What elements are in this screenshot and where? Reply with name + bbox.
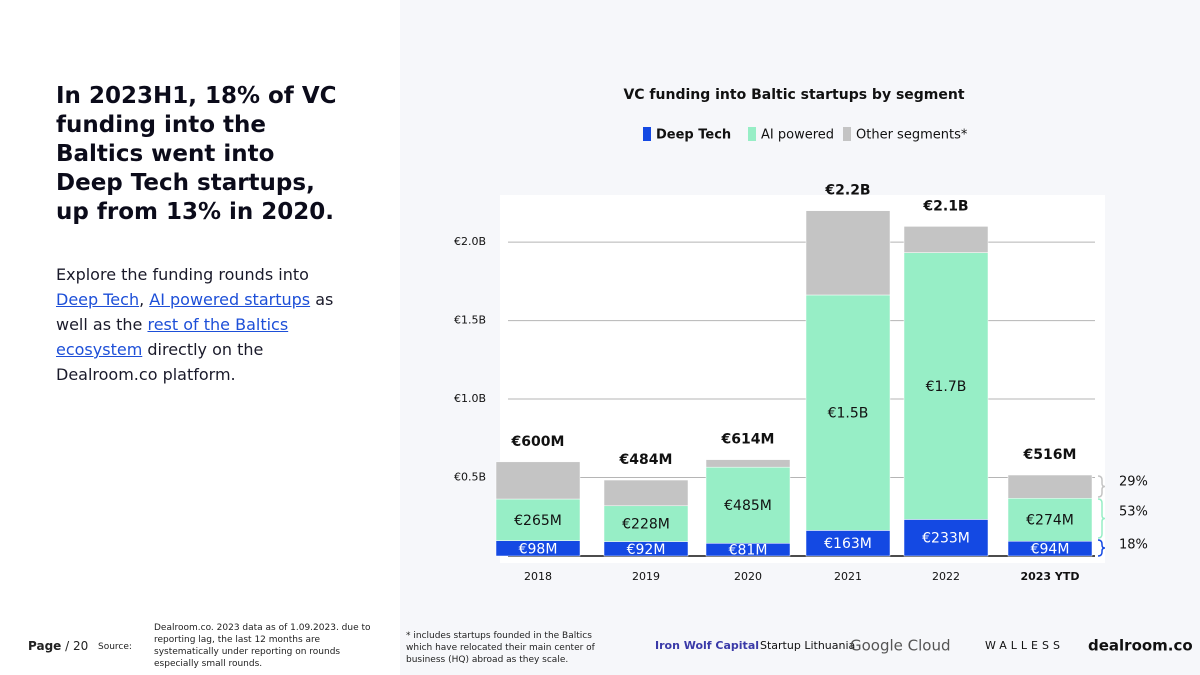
link[interactable]: AI powered startups <box>149 290 311 309</box>
legend-swatch <box>748 127 756 141</box>
brace <box>1097 539 1106 557</box>
footnote: * includes startups founded in the Balti… <box>406 631 595 665</box>
x-tick-label: 2020 <box>734 570 762 583</box>
value-label: €94M <box>1031 542 1070 558</box>
bar-segment <box>805 210 891 296</box>
value-label: €163M <box>824 536 872 552</box>
y-tick-label: €1.0B <box>454 392 486 405</box>
logo: Iron Wolf Capital <box>655 639 759 652</box>
bar-segment <box>1007 497 1093 542</box>
value-label: €265M <box>514 513 562 529</box>
body-text: Explore the funding rounds into Deep Tec… <box>56 262 336 387</box>
value-label: €98M <box>519 541 558 557</box>
share-label: 53% <box>1119 505 1148 520</box>
source: Dealroom.co. 2023 data as of 1.09.2023. … <box>154 623 371 669</box>
logo: Startup Lithuania <box>760 639 855 652</box>
link[interactable]: rest of the Baltics ecosystem <box>56 315 289 359</box>
plot-area <box>500 195 1105 563</box>
brace <box>1097 498 1106 539</box>
bar-segment <box>903 226 989 253</box>
bar-segment <box>705 459 791 468</box>
total-label: €516M <box>1023 447 1077 463</box>
value-label: €1.5B <box>828 406 869 422</box>
brace <box>1097 475 1106 498</box>
legend-label: Other segments* <box>856 128 968 143</box>
legend-swatch <box>643 127 651 141</box>
bar-segment <box>903 519 989 557</box>
text: Explore the funding rounds into <box>56 265 309 284</box>
bar-segment <box>903 252 989 520</box>
bar-segment <box>603 505 689 542</box>
total-label: €2.1B <box>922 198 968 214</box>
text: , <box>139 290 150 309</box>
logo: dealroom.co <box>1088 637 1193 655</box>
left-panel <box>0 0 400 675</box>
share-label: 18% <box>1119 538 1148 553</box>
bar-segment <box>603 479 689 507</box>
total-label: €600M <box>511 434 565 450</box>
bar-segment <box>495 498 581 541</box>
bar-segment <box>805 530 891 557</box>
value-label: €233M <box>922 531 970 547</box>
x-tick-label: 2023 YTD <box>1020 570 1079 583</box>
text: directly on the Dealroom.co platform. <box>56 340 264 384</box>
bar-segment <box>805 294 891 531</box>
value-label: €274M <box>1026 513 1074 529</box>
value-label: €81M <box>729 543 768 559</box>
y-tick-label: €1.5B <box>454 314 486 327</box>
value-label: €228M <box>622 517 670 533</box>
total-label: €484M <box>619 452 673 468</box>
x-tick-label: 2019 <box>632 570 660 583</box>
page-total: / 20 <box>65 639 89 653</box>
legend-label: AI powered <box>761 128 834 143</box>
bar-segment <box>705 466 791 544</box>
logo: WALLESS <box>985 639 1064 652</box>
total-label: €614M <box>721 432 775 448</box>
value-label: €92M <box>627 542 666 558</box>
value-label: €1.7B <box>926 379 967 395</box>
logo: Google Cloud <box>850 637 951 655</box>
x-tick-label: 2022 <box>932 570 960 583</box>
total-label: €2.2B <box>824 183 870 199</box>
legend-label: Deep Tech <box>656 128 731 143</box>
x-tick-label: 2021 <box>834 570 862 583</box>
page-label: Page <box>28 639 62 653</box>
y-tick-label: €0.5B <box>454 471 486 484</box>
chart-title: VC funding into Baltic startups by segme… <box>623 87 964 103</box>
link[interactable]: Deep Tech <box>56 290 140 309</box>
text: as well as the <box>56 290 334 334</box>
legend-swatch <box>843 127 851 141</box>
bar-segment <box>495 461 581 500</box>
y-tick-label: €2.0B <box>454 235 486 248</box>
bar-segment <box>1007 474 1093 499</box>
x-tick-label: 2018 <box>524 570 552 583</box>
source-label: Source: <box>98 642 132 652</box>
page-number: Page / 20 <box>28 640 88 652</box>
heading: In 2023H1, 18% of VC funding into the Ba… <box>56 83 337 225</box>
value-label: €485M <box>724 498 772 514</box>
share-label: 29% <box>1119 475 1148 490</box>
